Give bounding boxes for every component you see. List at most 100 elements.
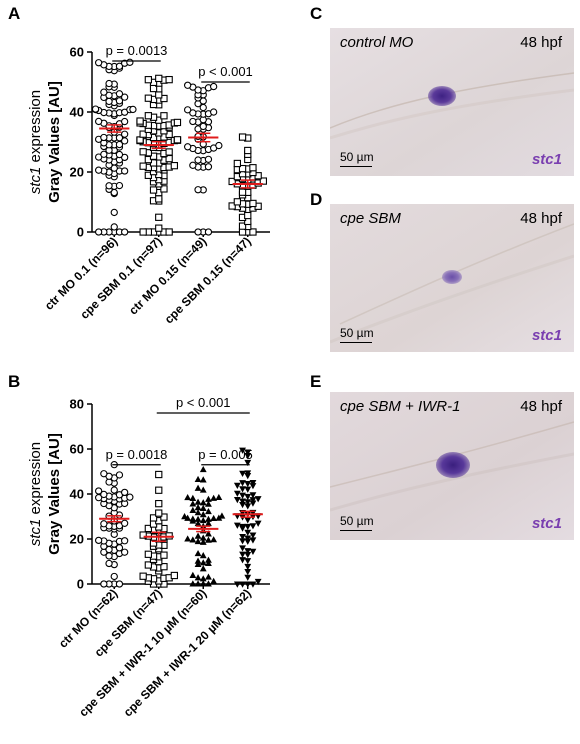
data-point xyxy=(189,580,197,587)
scale-bar-label: 50 µm xyxy=(340,326,374,340)
data-point xyxy=(194,519,202,527)
data-point xyxy=(249,500,257,507)
y-axis-label: Gray Values [AU] xyxy=(46,433,63,555)
data-point xyxy=(183,143,192,151)
data-point xyxy=(100,580,108,588)
data-point xyxy=(210,494,218,501)
data-point xyxy=(139,572,147,580)
scale-bar xyxy=(340,166,372,167)
data-point xyxy=(144,112,152,120)
data-point xyxy=(121,117,129,126)
data-point xyxy=(181,512,188,520)
data-point xyxy=(238,133,247,141)
comparison-label: p = 0.0013 xyxy=(106,43,168,58)
data-point xyxy=(189,506,197,514)
data-point xyxy=(155,499,163,508)
x-tick-label: cpe SBM 0.1 (n=97) xyxy=(77,234,164,321)
data-point xyxy=(239,480,246,487)
data-point xyxy=(121,519,129,527)
data-point xyxy=(194,574,202,581)
data-point xyxy=(100,520,108,528)
data-point xyxy=(183,81,192,89)
comparison-label: p = 0.0018 xyxy=(106,447,168,462)
data-point xyxy=(249,480,257,487)
data-point xyxy=(139,531,147,539)
panel-letter-c: C xyxy=(310,4,323,23)
condition-label: control MO xyxy=(340,34,414,51)
data-point xyxy=(244,529,252,536)
data-point xyxy=(155,470,163,479)
data-point xyxy=(170,162,178,170)
stain-spot xyxy=(442,270,462,284)
y-tick-label: 0 xyxy=(77,225,84,240)
data-point xyxy=(228,202,236,210)
data-point xyxy=(194,475,202,483)
data-point xyxy=(249,497,257,504)
data-point xyxy=(239,498,246,505)
stain-spot xyxy=(428,86,456,106)
data-point xyxy=(199,511,207,518)
data-point xyxy=(95,228,103,236)
data-point xyxy=(184,514,192,521)
data-point xyxy=(139,148,147,156)
data-point xyxy=(194,132,202,141)
data-point xyxy=(121,130,129,138)
data-point xyxy=(100,88,108,96)
data-point xyxy=(233,490,241,497)
data-point xyxy=(244,558,252,565)
data-point xyxy=(249,532,257,539)
data-point xyxy=(194,228,202,236)
panel-letter-d: D xyxy=(310,190,323,209)
data-point xyxy=(105,79,113,88)
data-point xyxy=(205,519,212,527)
panel-letter-e: E xyxy=(310,372,322,391)
plot-b: 0 20 40 60 80 stc1 expression Gray Values [AU]… xyxy=(27,395,270,719)
data-point xyxy=(121,167,129,175)
data-point xyxy=(194,560,202,567)
data-point xyxy=(249,537,257,544)
data-point xyxy=(155,195,163,203)
scale-bar xyxy=(340,530,372,531)
data-point xyxy=(121,537,129,545)
data-point xyxy=(209,82,218,91)
data-point xyxy=(115,471,124,479)
data-point xyxy=(204,155,213,163)
data-point xyxy=(160,513,168,521)
data-point xyxy=(239,533,246,541)
data-point xyxy=(115,97,124,105)
scale-bar xyxy=(340,342,372,343)
data-point xyxy=(110,208,118,217)
plot-a: 0 20 40 60 stc1 expression Gray Values [AU] ct… xyxy=(27,43,270,326)
data-point xyxy=(189,515,197,522)
data-point xyxy=(205,507,212,515)
data-point xyxy=(144,524,152,533)
data-point xyxy=(115,140,124,149)
data-point xyxy=(199,476,207,483)
data-point xyxy=(100,490,108,499)
data-point xyxy=(100,150,108,158)
y-tick-label: 20 xyxy=(70,532,84,547)
data-point xyxy=(95,166,103,174)
comparison-label: p = 0.005 xyxy=(198,447,253,462)
y-tick-label: 40 xyxy=(70,487,84,502)
data-point xyxy=(249,228,257,236)
data-point xyxy=(239,447,246,454)
data-point xyxy=(144,94,152,102)
data-point xyxy=(249,548,257,555)
data-point xyxy=(115,90,124,98)
data-point xyxy=(244,523,252,531)
data-point xyxy=(139,130,147,138)
data-point xyxy=(121,488,129,497)
data-point xyxy=(95,117,103,126)
y-tick-label: 0 xyxy=(77,577,84,592)
scale-bar-label: 50 µm xyxy=(340,150,374,164)
data-point xyxy=(249,523,257,530)
data-point xyxy=(199,504,207,511)
micrograph-e: cpe SBM + IWR-1 48 hpf 50 µm stc1 xyxy=(330,392,574,540)
data-point xyxy=(238,188,247,196)
data-point xyxy=(189,161,197,169)
data-point xyxy=(199,465,207,473)
condition-label: cpe SBM + IWR-1 xyxy=(340,398,461,415)
data-point xyxy=(155,486,163,494)
